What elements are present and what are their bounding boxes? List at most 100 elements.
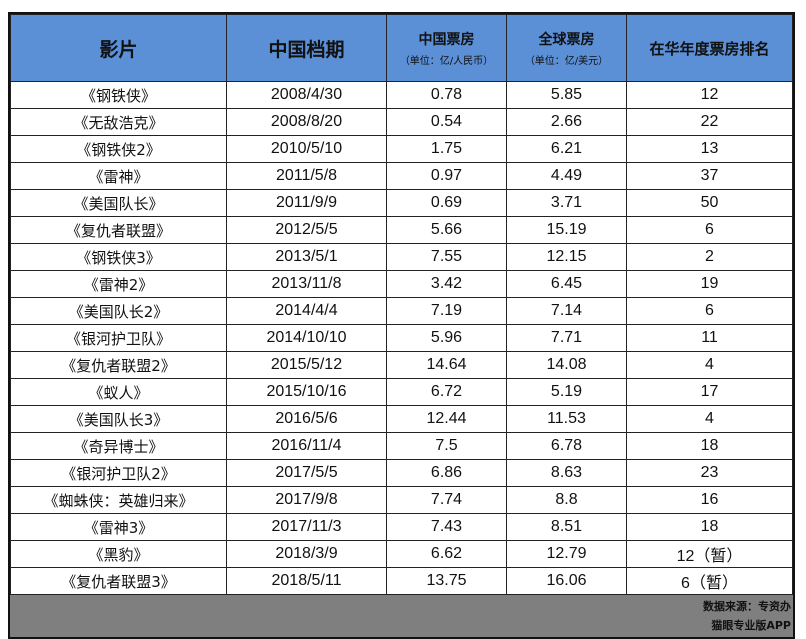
film-cell: 《银河护卫队2》 xyxy=(10,459,227,487)
global-box-cell: 3.71 xyxy=(506,189,627,217)
date-cell: 2014/10/10 xyxy=(226,324,387,352)
header-film: 影片 xyxy=(10,14,227,82)
table-row: 《无敌浩克》 2008/8/20 0.54 2.66 22 xyxy=(10,108,793,136)
date-cell: 2018/5/11 xyxy=(226,567,387,595)
cn-box-cell: 7.43 xyxy=(386,513,507,541)
date-cell: 2017/5/5 xyxy=(226,459,387,487)
rank-cell: 50 xyxy=(626,189,793,217)
cn-box-cell: 1.75 xyxy=(386,135,507,163)
cn-box-cell: 12.44 xyxy=(386,405,507,433)
table-row: 《银河护卫队》 2014/10/10 5.96 7.71 11 xyxy=(10,324,793,352)
date-cell: 2016/5/6 xyxy=(226,405,387,433)
film-cell: 《复仇者联盟2》 xyxy=(10,351,227,379)
global-box-cell: 11.53 xyxy=(506,405,627,433)
film-cell: 《无敌浩克》 xyxy=(10,108,227,136)
date-cell: 2016/11/4 xyxy=(226,432,387,460)
table-row: 《钢铁侠》 2008/4/30 0.78 5.85 12 xyxy=(10,81,793,109)
date-cell: 2015/5/12 xyxy=(226,351,387,379)
rank-cell: 13 xyxy=(626,135,793,163)
global-box-cell: 6.45 xyxy=(506,270,627,298)
rank-cell: 16 xyxy=(626,486,793,514)
table-row: 《蜘蛛侠：英雄归来》 2017/9/8 7.74 8.8 16 xyxy=(10,486,793,514)
film-cell: 《雷神2》 xyxy=(10,270,227,298)
date-cell: 2011/5/8 xyxy=(226,162,387,190)
cn-box-cell: 5.66 xyxy=(386,216,507,244)
date-cell: 2013/5/1 xyxy=(226,243,387,271)
cn-box-cell: 0.78 xyxy=(386,81,507,109)
rank-cell: 4 xyxy=(626,351,793,379)
date-cell: 2017/9/8 xyxy=(226,486,387,514)
film-cell: 《银河护卫队》 xyxy=(10,324,227,352)
cn-box-cell: 13.75 xyxy=(386,567,507,595)
header-global-box: 全球票房 （单位：亿/美元） xyxy=(506,14,627,82)
date-cell: 2010/5/10 xyxy=(226,135,387,163)
global-box-cell: 7.71 xyxy=(506,324,627,352)
table-row: 《奇异博士》 2016/11/4 7.5 6.78 18 xyxy=(10,432,793,460)
cn-box-cell: 5.96 xyxy=(386,324,507,352)
global-box-cell: 16.06 xyxy=(506,567,627,595)
date-cell: 2008/8/20 xyxy=(226,108,387,136)
date-cell: 2015/10/16 xyxy=(226,378,387,406)
film-cell: 《黑豹》 xyxy=(10,540,227,568)
film-cell: 《美国队长》 xyxy=(10,189,227,217)
header-rank: 在华年度票房排名 xyxy=(626,14,793,82)
table-row: 《复仇者联盟》 2012/5/5 5.66 15.19 6 xyxy=(10,216,793,244)
rank-cell: 2 xyxy=(626,243,793,271)
film-cell: 《复仇者联盟》 xyxy=(10,216,227,244)
date-cell: 2017/11/3 xyxy=(226,513,387,541)
film-cell: 《美国队长3》 xyxy=(10,405,227,433)
table-row: 《雷神3》 2017/11/3 7.43 8.51 18 xyxy=(10,513,793,541)
global-box-cell: 14.08 xyxy=(506,351,627,379)
rank-cell: 37 xyxy=(626,162,793,190)
table-row: 《蚁人》 2015/10/16 6.72 5.19 17 xyxy=(10,378,793,406)
table-row: 《复仇者联盟2》 2015/5/12 14.64 14.08 4 xyxy=(10,351,793,379)
film-cell: 《雷神》 xyxy=(10,162,227,190)
cn-box-cell: 14.64 xyxy=(386,351,507,379)
footer-source: 数据来源：专资办 猫眼专业版APP xyxy=(10,595,793,637)
rank-cell: 22 xyxy=(626,108,793,136)
global-box-cell: 5.19 xyxy=(506,378,627,406)
film-cell: 《奇异博士》 xyxy=(10,432,227,460)
table-row: 《美国队长2》 2014/4/4 7.19 7.14 6 xyxy=(10,297,793,325)
global-box-cell: 2.66 xyxy=(506,108,627,136)
global-box-cell: 15.19 xyxy=(506,216,627,244)
table-row: 《钢铁侠3》 2013/5/1 7.55 12.15 2 xyxy=(10,243,793,271)
app-text: 猫眼专业版APP xyxy=(711,619,791,632)
rank-cell: 4 xyxy=(626,405,793,433)
cn-box-cell: 6.86 xyxy=(386,459,507,487)
rank-cell: 18 xyxy=(626,513,793,541)
table-row: 《黑豹》 2018/3/9 6.62 12.79 12（暂） xyxy=(10,540,793,568)
cn-box-cell: 6.62 xyxy=(386,540,507,568)
rank-cell: 19 xyxy=(626,270,793,298)
film-cell: 《雷神3》 xyxy=(10,513,227,541)
rank-cell: 12 xyxy=(626,81,793,109)
box-office-table: 影片 中国档期 中国票房 （单位：亿/人民币） 全球票房 （单位：亿/美元） 在华年… xyxy=(8,12,795,639)
cn-box-cell: 7.19 xyxy=(386,297,507,325)
film-cell: 《复仇者联盟3》 xyxy=(10,567,227,595)
header-cn-box: 中国票房 （单位：亿/人民币） xyxy=(386,14,507,82)
global-box-cell: 8.51 xyxy=(506,513,627,541)
table-row: 《美国队长》 2011/9/9 0.69 3.71 50 xyxy=(10,189,793,217)
global-box-cell: 7.14 xyxy=(506,297,627,325)
rank-cell: 11 xyxy=(626,324,793,352)
date-cell: 2008/4/30 xyxy=(226,81,387,109)
cn-box-cell: 0.54 xyxy=(386,108,507,136)
cn-box-cell: 7.5 xyxy=(386,432,507,460)
rank-cell: 18 xyxy=(626,432,793,460)
global-box-cell: 5.85 xyxy=(506,81,627,109)
date-cell: 2013/11/8 xyxy=(226,270,387,298)
global-box-cell: 12.79 xyxy=(506,540,627,568)
table-row: 《银河护卫队2》 2017/5/5 6.86 8.63 23 xyxy=(10,459,793,487)
source-text: 数据来源：专资办 xyxy=(703,600,791,613)
global-box-cell: 8.63 xyxy=(506,459,627,487)
global-box-cell: 6.78 xyxy=(506,432,627,460)
date-cell: 2014/4/4 xyxy=(226,297,387,325)
table-row: 《美国队长3》 2016/5/6 12.44 11.53 4 xyxy=(10,405,793,433)
table-row: 《钢铁侠2》 2010/5/10 1.75 6.21 13 xyxy=(10,135,793,163)
rank-cell: 6（暂） xyxy=(626,567,793,595)
date-cell: 2012/5/5 xyxy=(226,216,387,244)
film-cell: 《蚁人》 xyxy=(10,378,227,406)
cn-box-cell: 0.69 xyxy=(386,189,507,217)
film-cell: 《钢铁侠》 xyxy=(10,81,227,109)
header-date: 中国档期 xyxy=(226,14,387,82)
